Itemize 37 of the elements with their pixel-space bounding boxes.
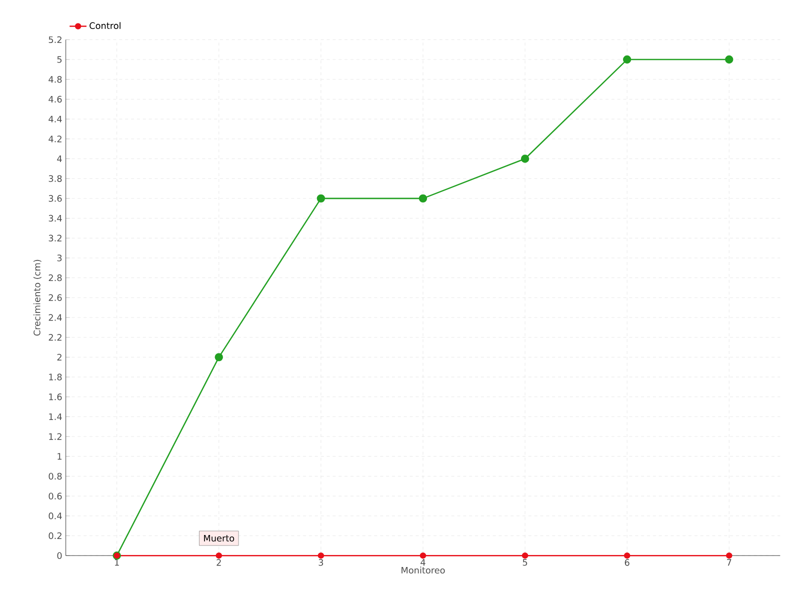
annotation: Muerto — [204, 534, 234, 542]
y-tick-label: 0.2 — [48, 532, 62, 539]
x-tick-label: 7 — [727, 558, 732, 566]
y-tick-label: 1 — [58, 453, 62, 460]
y-tick-label: 4.8 — [48, 76, 62, 83]
y-tick-label: 2.6 — [48, 294, 62, 301]
x-tick-label: 6 — [624, 558, 630, 566]
y-tick-label: 2.2 — [48, 334, 62, 340]
y-tick-label: 3.8 — [48, 175, 62, 182]
y-tick-label: 5.2 — [48, 36, 62, 43]
x-tick-label: 3 — [318, 558, 324, 566]
y-tick-label: 4.2 — [48, 135, 62, 142]
y-tick-label: 0.4 — [48, 512, 62, 520]
y-tick-label: 1.8 — [49, 374, 62, 380]
y-tick-label: 1.4 — [49, 413, 62, 420]
y-tick-label: 2 — [57, 354, 62, 360]
y-tick-label: 1.6 — [49, 393, 62, 400]
y-tick-label: 1.2 — [49, 433, 62, 440]
y-tick-label: 3.4 — [48, 214, 62, 222]
legend-label: Control — [90, 22, 120, 29]
y-tick-label: 2.8 — [48, 274, 62, 282]
y-tick-label: 4.4 — [48, 116, 62, 122]
x-tick-label: 2 — [216, 558, 221, 566]
x-tick-label: 4 — [420, 558, 426, 566]
y-tick-label: 0.8 — [48, 472, 62, 480]
y-tick-label: 4 — [57, 155, 62, 162]
x-axis-title: Monitoreo — [402, 566, 445, 574]
y-axis-title: Crecimiento (cm) — [33, 260, 42, 336]
y-tick-label: 5 — [57, 56, 62, 63]
y-tick-label: 2.4 — [48, 314, 62, 321]
y-tick-label: 3 — [57, 254, 62, 262]
y-tick-label: 0.6 — [48, 492, 62, 500]
x-tick-label: 5 — [522, 558, 528, 566]
y-tick-label: 3.2 — [48, 234, 62, 242]
y-tick-label: 4.6 — [48, 96, 62, 102]
y-tick-label: 0 — [57, 552, 62, 559]
y-tick-label: 3.6 — [48, 194, 62, 202]
